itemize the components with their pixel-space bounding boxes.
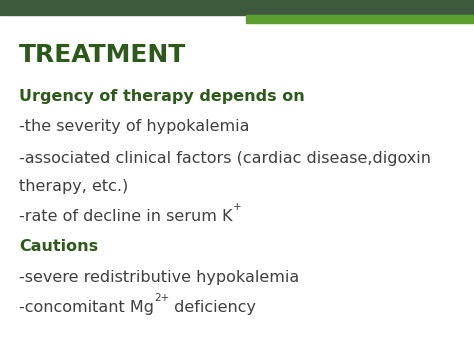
- Text: 2+: 2+: [154, 293, 169, 303]
- Text: deficiency: deficiency: [169, 300, 256, 315]
- Bar: [0, 0, 474, 15]
- Text: -the severity of hypokalemia: -the severity of hypokalemia: [19, 119, 249, 134]
- Text: Cautions: Cautions: [19, 239, 98, 254]
- Text: -rate of decline in serum K: -rate of decline in serum K: [19, 209, 232, 224]
- Text: -associated clinical factors (cardiac disease,digoxin: -associated clinical factors (cardiac di…: [19, 151, 431, 166]
- Text: -concomitant Mg: -concomitant Mg: [19, 300, 154, 315]
- Text: TREATMENT: TREATMENT: [19, 43, 186, 67]
- Text: +: +: [232, 202, 241, 212]
- Text: therapy, etc.): therapy, etc.): [19, 179, 128, 194]
- Text: Urgency of therapy depends on: Urgency of therapy depends on: [19, 89, 305, 104]
- Bar: [246, 15, 474, 23]
- Text: -severe redistributive hypokalemia: -severe redistributive hypokalemia: [19, 269, 299, 284]
